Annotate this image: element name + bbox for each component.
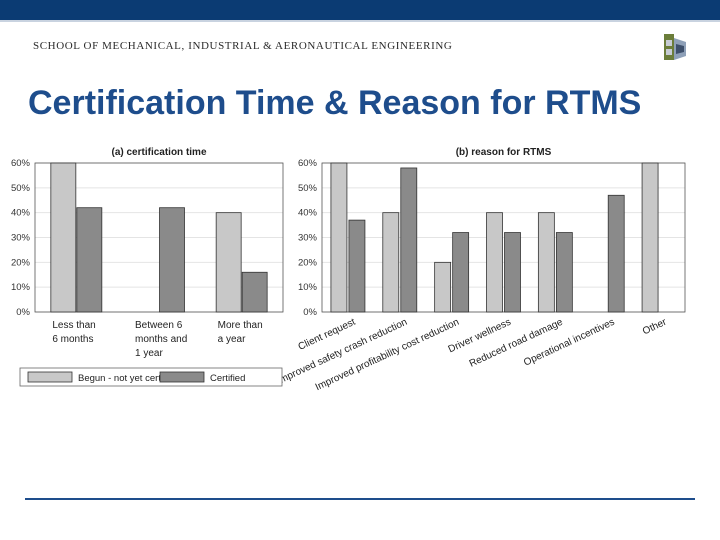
plot-frame — [321, 162, 686, 313]
chart-title: (a) certification time — [111, 147, 206, 158]
school-name: SCHOOL OF MECHANICAL, INDUSTRIAL & AERON… — [33, 40, 453, 52]
y-tick-label: 20% — [298, 257, 318, 268]
x-tick-label-line: 1 year — [135, 348, 163, 359]
x-tick-label: More than a year — [218, 320, 263, 345]
bar — [486, 212, 503, 313]
legend-box — [19, 367, 283, 387]
plot-frame — [34, 162, 284, 313]
y-tick-label: 30% — [298, 233, 318, 244]
y-tick-label: 0% — [303, 307, 317, 318]
legend-label: Certified — [210, 373, 245, 384]
x-tick-label-line: a year — [218, 334, 246, 345]
rtms-bar-charts: (a) certification time 0% 10% 20% 30% 40% 50% 6… — [11, 147, 686, 393]
university-logo-icon — [664, 34, 686, 60]
y-tick-label: 40% — [298, 208, 318, 219]
bar — [241, 271, 268, 313]
x-tick-label: Operational incentives — [522, 317, 616, 369]
y-tick-label: 10% — [298, 282, 318, 293]
y-tick-label: 20% — [11, 257, 31, 268]
x-tick-label: Between 6 months and 1 year — [135, 320, 187, 359]
bar — [159, 207, 185, 313]
y-tick-label: 10% — [11, 282, 31, 293]
bar — [504, 232, 521, 313]
bar — [555, 232, 573, 313]
x-tick-label-line: 6 months — [52, 334, 93, 345]
x-tick-label: Reduced road damage — [468, 317, 565, 370]
bar — [537, 212, 555, 313]
bar — [434, 261, 452, 313]
bar — [452, 232, 470, 313]
bar — [607, 194, 625, 313]
bar — [382, 212, 400, 313]
bottom-rule — [25, 498, 695, 500]
bar — [76, 207, 103, 313]
y-tick-label: 50% — [298, 183, 318, 194]
legend-label: Begun - not yet certified — [78, 373, 178, 384]
slide-title: Certification Time & Reason for RTMS — [28, 84, 642, 122]
legend-swatch — [27, 371, 73, 383]
y-tick-label: 30% — [11, 233, 31, 244]
x-tick-label-line: More than — [218, 320, 263, 331]
x-tick-label-line: months and — [135, 334, 187, 345]
legend-swatch — [159, 371, 205, 383]
bar — [400, 167, 418, 313]
chart-title: (b) reason for RTMS — [456, 147, 552, 158]
top-brand-bar — [0, 0, 720, 20]
y-tick-label: 0% — [16, 307, 30, 318]
bar — [348, 219, 366, 313]
bar — [330, 162, 348, 313]
x-tick-label: Other — [641, 316, 669, 337]
x-tick-label-line: Less than — [52, 320, 95, 331]
y-tick-label: 60% — [11, 158, 31, 169]
x-tick-label: Less than 6 months — [52, 320, 95, 345]
y-tick-label: 50% — [11, 183, 31, 194]
y-tick-label: 40% — [11, 208, 31, 219]
bar — [641, 162, 659, 313]
y-tick-label: 60% — [298, 158, 318, 169]
top-brand-rule — [0, 20, 720, 22]
bar — [50, 162, 77, 313]
bar — [215, 212, 242, 313]
x-tick-label-line: Between 6 — [135, 320, 183, 331]
